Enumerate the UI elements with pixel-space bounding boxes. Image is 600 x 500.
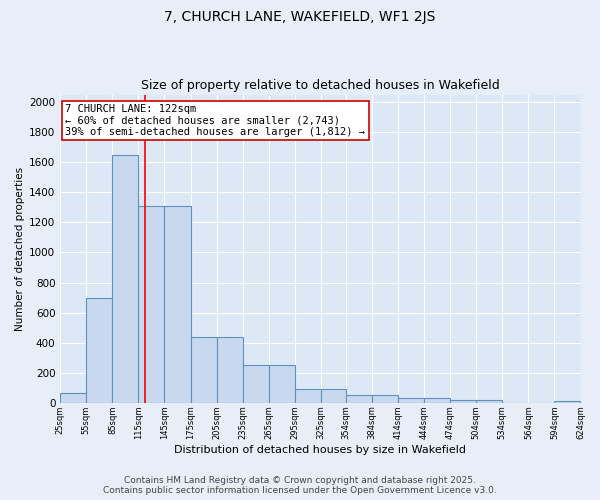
- Bar: [139, 206, 164, 403]
- Bar: [321, 388, 346, 403]
- Bar: [191, 336, 217, 403]
- Title: Size of property relative to detached houses in Wakefield: Size of property relative to detached ho…: [141, 79, 500, 92]
- Bar: [424, 398, 450, 403]
- Bar: [476, 400, 502, 403]
- Bar: [112, 154, 139, 403]
- X-axis label: Distribution of detached houses by size in Wakefield: Distribution of detached houses by size …: [175, 445, 466, 455]
- Text: 7, CHURCH LANE, WAKEFIELD, WF1 2JS: 7, CHURCH LANE, WAKEFIELD, WF1 2JS: [164, 10, 436, 24]
- Y-axis label: Number of detached properties: Number of detached properties: [15, 166, 25, 330]
- Bar: [164, 206, 191, 403]
- Text: 7 CHURCH LANE: 122sqm
← 60% of detached houses are smaller (2,743)
39% of semi-d: 7 CHURCH LANE: 122sqm ← 60% of detached …: [65, 104, 365, 137]
- Bar: [269, 365, 295, 403]
- Bar: [86, 298, 112, 403]
- Bar: [450, 400, 476, 403]
- Bar: [372, 394, 398, 403]
- Bar: [398, 398, 424, 403]
- Bar: [60, 393, 86, 403]
- Bar: [295, 388, 321, 403]
- Bar: [554, 400, 580, 403]
- Bar: [346, 394, 372, 403]
- Bar: [217, 336, 242, 403]
- Bar: [242, 365, 269, 403]
- Text: Contains HM Land Registry data © Crown copyright and database right 2025.
Contai: Contains HM Land Registry data © Crown c…: [103, 476, 497, 495]
